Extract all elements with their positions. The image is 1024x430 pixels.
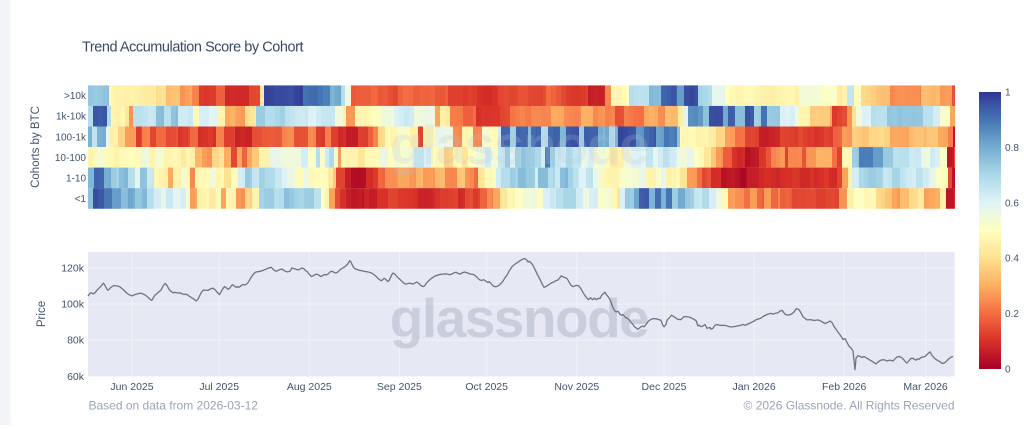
- svg-text:glassnode: glassnode: [390, 287, 649, 349]
- svg-text:1-10: 1-10: [66, 173, 86, 184]
- svg-text:120k: 120k: [61, 262, 85, 274]
- svg-text:Sep 2025: Sep 2025: [377, 381, 422, 393]
- svg-text:Based on data from 2026-03-12: Based on data from 2026-03-12: [89, 399, 259, 413]
- svg-text:60k: 60k: [67, 371, 85, 383]
- svg-text:1k-10k: 1k-10k: [56, 112, 87, 123]
- svg-text:80k: 80k: [67, 335, 85, 347]
- svg-text:0.6: 0.6: [1005, 198, 1019, 209]
- svg-text:Jun 2025: Jun 2025: [110, 381, 153, 393]
- svg-text:>10k: >10k: [64, 91, 87, 102]
- svg-text:Mar 2026: Mar 2026: [903, 381, 948, 393]
- svg-text:Feb 2026: Feb 2026: [822, 381, 867, 393]
- svg-text:Nov 2025: Nov 2025: [554, 381, 599, 393]
- svg-text:Cohorts by BTC: Cohorts by BTC: [30, 106, 42, 188]
- svg-text:Oct 2025: Oct 2025: [465, 381, 508, 393]
- svg-text:Aug 2025: Aug 2025: [287, 381, 332, 393]
- svg-text:Dec 2025: Dec 2025: [642, 381, 687, 393]
- svg-text:0: 0: [1005, 365, 1011, 376]
- svg-text:Jul 2025: Jul 2025: [199, 381, 239, 393]
- svg-text:0.4: 0.4: [1005, 254, 1019, 265]
- svg-text:100-1k: 100-1k: [55, 132, 87, 143]
- svg-text:0.2: 0.2: [1005, 309, 1019, 320]
- svg-text:0.8: 0.8: [1005, 143, 1019, 154]
- svg-text:© 2026 Glassnode. All Rights R: © 2026 Glassnode. All Rights Reserved: [744, 399, 955, 413]
- svg-text:Jan 2026: Jan 2026: [732, 381, 775, 393]
- svg-text:<1: <1: [75, 194, 87, 205]
- svg-text:10-100: 10-100: [55, 153, 87, 164]
- svg-text:Trend Accumulation Score by Co: Trend Accumulation Score by Cohort: [82, 40, 304, 56]
- svg-text:glassnode: glassnode: [390, 114, 649, 176]
- svg-text:Price: Price: [36, 301, 48, 327]
- svg-text:1: 1: [1005, 88, 1011, 99]
- svg-text:100k: 100k: [61, 299, 85, 311]
